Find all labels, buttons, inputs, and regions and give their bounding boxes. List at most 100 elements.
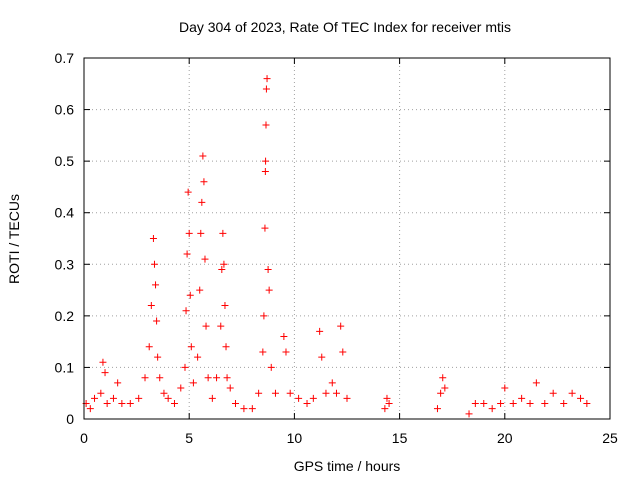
data-point-44 <box>217 322 225 330</box>
data-point-12 <box>141 374 149 382</box>
data-point-4 <box>99 358 107 366</box>
y-tick-label-5: 0.5 <box>55 153 75 169</box>
data-point-1 <box>86 405 94 413</box>
data-point-63 <box>263 75 271 83</box>
x-axis-label: GPS time / hours <box>294 458 401 474</box>
y-tick-label-7: 0.7 <box>55 50 75 66</box>
data-point-101 <box>560 400 568 408</box>
data-point-31 <box>187 343 195 351</box>
data-point-53 <box>240 405 248 413</box>
data-point-13 <box>145 343 153 351</box>
data-point-8 <box>114 379 122 387</box>
data-point-68 <box>280 332 288 340</box>
x-tick-label-4: 20 <box>497 430 513 446</box>
data-point-57 <box>260 312 268 320</box>
data-point-35 <box>197 229 205 237</box>
data-point-21 <box>160 389 168 397</box>
data-point-89 <box>465 410 473 418</box>
data-point-72 <box>303 400 311 408</box>
data-point-25 <box>181 363 189 371</box>
data-point-104 <box>583 400 591 408</box>
data-point-58 <box>261 224 269 232</box>
data-point-81 <box>343 394 351 402</box>
data-point-42 <box>208 394 216 402</box>
data-point-46 <box>219 229 227 237</box>
data-point-95 <box>509 400 517 408</box>
data-point-48 <box>221 302 229 310</box>
data-point-41 <box>204 374 212 382</box>
data-point-79 <box>337 322 345 330</box>
data-point-37 <box>199 152 207 160</box>
data-point-50 <box>223 374 231 382</box>
data-point-90 <box>471 400 479 408</box>
data-point-59 <box>261 167 269 175</box>
data-point-92 <box>488 405 496 413</box>
data-point-80 <box>339 348 347 356</box>
data-point-62 <box>262 85 270 93</box>
data-point-36 <box>198 198 206 206</box>
axis-ticks: 0 5 10 15 20 25 0 0.1 0.2 0.3 0.4 0.5 0.6 0.7 <box>55 50 618 446</box>
data-point-45 <box>218 265 226 273</box>
data-point-74 <box>316 327 324 335</box>
data-point-2 <box>91 394 99 402</box>
data-point-19 <box>154 353 162 361</box>
y-tick-label-1: 0.1 <box>55 359 75 375</box>
data-point-26 <box>182 307 190 315</box>
data-point-96 <box>518 394 526 402</box>
data-point-76 <box>322 389 330 397</box>
data-point-38 <box>200 178 208 186</box>
data-point-27 <box>183 250 191 258</box>
data-point-60 <box>262 157 270 165</box>
data-point-5 <box>101 369 109 377</box>
x-tick-label-1: 5 <box>185 430 193 446</box>
plot-frame <box>83 57 611 420</box>
chart-title: Day 304 of 2023, Rate Of TEC Index for r… <box>179 19 511 35</box>
data-point-49 <box>222 343 230 351</box>
data-point-98 <box>532 379 540 387</box>
data-point-102 <box>568 389 576 397</box>
data-points <box>82 75 591 418</box>
data-point-24 <box>177 384 185 392</box>
data-point-40 <box>202 322 210 330</box>
data-point-61 <box>262 121 270 129</box>
x-tick-label-5: 25 <box>602 430 618 446</box>
data-point-34 <box>196 286 204 294</box>
y-tick-label-2: 0.2 <box>55 308 75 324</box>
x-tick-label-2: 10 <box>287 430 303 446</box>
data-point-100 <box>549 389 557 397</box>
data-point-69 <box>282 348 290 356</box>
data-point-99 <box>541 400 549 408</box>
data-point-70 <box>286 389 294 397</box>
data-point-11 <box>135 394 143 402</box>
data-point-54 <box>248 405 256 413</box>
data-point-85 <box>433 405 441 413</box>
data-point-32 <box>189 379 197 387</box>
data-point-39 <box>201 255 209 263</box>
data-point-78 <box>332 389 340 397</box>
data-point-84 <box>385 400 393 408</box>
data-point-77 <box>328 379 336 387</box>
data-point-86 <box>437 389 445 397</box>
data-point-82 <box>381 405 389 413</box>
grid-lines <box>84 58 610 419</box>
data-point-97 <box>526 400 534 408</box>
data-point-88 <box>441 384 449 392</box>
data-point-83 <box>383 394 391 402</box>
data-point-75 <box>318 353 326 361</box>
y-tick-label-0: 0 <box>66 411 74 427</box>
data-point-29 <box>185 229 193 237</box>
data-point-30 <box>186 291 194 299</box>
data-point-6 <box>103 400 111 408</box>
data-point-93 <box>497 400 505 408</box>
data-point-9 <box>118 400 126 408</box>
data-point-22 <box>164 394 172 402</box>
y-tick-label-6: 0.6 <box>55 102 75 118</box>
x-tick-label-3: 15 <box>392 430 408 446</box>
data-point-56 <box>259 348 267 356</box>
data-point-7 <box>109 394 117 402</box>
data-point-55 <box>255 389 263 397</box>
data-point-52 <box>231 400 239 408</box>
y-axis-label: ROTI / TECUs <box>6 194 22 284</box>
data-point-91 <box>480 400 488 408</box>
data-point-15 <box>149 235 157 242</box>
